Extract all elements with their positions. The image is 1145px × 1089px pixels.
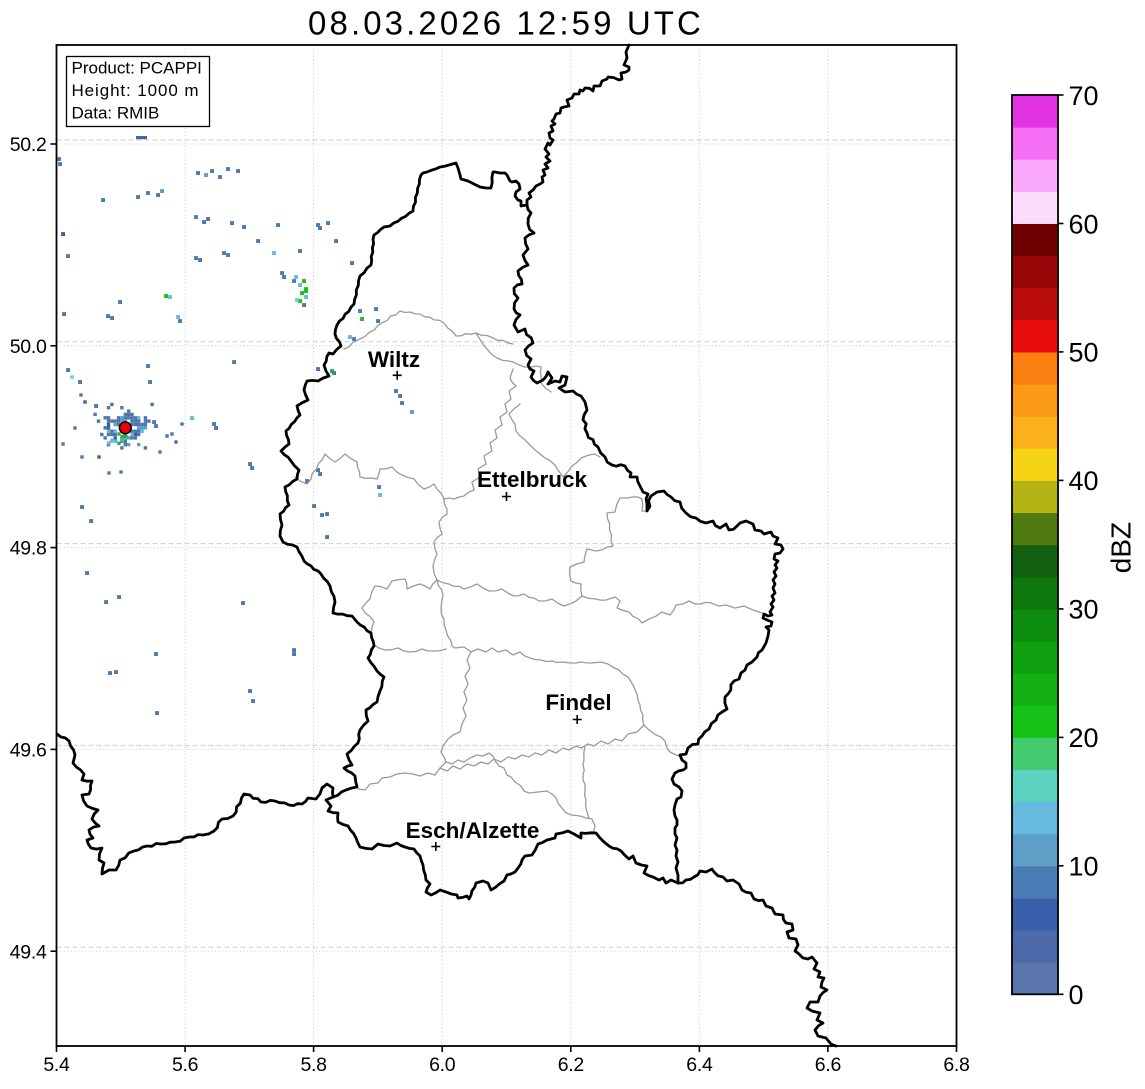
svg-text:Ettelbruck: Ettelbruck: [477, 467, 588, 492]
svg-text:50.0: 50.0: [10, 336, 47, 358]
svg-text:40: 40: [1069, 466, 1099, 496]
svg-text:Data: RMIB: Data: RMIB: [72, 104, 160, 123]
svg-text:60: 60: [1069, 209, 1099, 239]
svg-text:50: 50: [1069, 338, 1099, 368]
svg-text:0: 0: [1069, 980, 1084, 1010]
svg-text:6.2: 6.2: [558, 1054, 584, 1076]
svg-text:20: 20: [1069, 723, 1099, 753]
svg-text:5.6: 5.6: [172, 1054, 198, 1076]
svg-text:50.2: 50.2: [10, 134, 47, 156]
svg-text:Wiltz: Wiltz: [368, 347, 420, 372]
svg-text:6.4: 6.4: [686, 1054, 713, 1076]
svg-text:6.6: 6.6: [815, 1054, 841, 1076]
svg-text:Height: 1000 m: Height: 1000 m: [72, 81, 200, 100]
svg-text:08.03.2026 12:59 UTC: 08.03.2026 12:59 UTC: [308, 5, 704, 42]
svg-text:5.8: 5.8: [300, 1054, 326, 1076]
svg-text:6.0: 6.0: [429, 1054, 456, 1076]
svg-text:49.8: 49.8: [10, 538, 47, 560]
svg-text:Findel: Findel: [545, 690, 611, 715]
svg-text:30: 30: [1069, 595, 1099, 625]
svg-text:5.4: 5.4: [43, 1054, 70, 1076]
svg-text:70: 70: [1069, 81, 1099, 111]
svg-text:Esch/Alzette: Esch/Alzette: [406, 818, 540, 843]
svg-text:49.4: 49.4: [10, 941, 47, 963]
svg-text:dBZ: dBZ: [1106, 522, 1137, 573]
svg-text:49.6: 49.6: [10, 740, 47, 762]
svg-text:Product: PCAPPI: Product: PCAPPI: [72, 59, 202, 78]
svg-text:10: 10: [1069, 852, 1099, 882]
svg-text:6.8: 6.8: [943, 1054, 969, 1076]
